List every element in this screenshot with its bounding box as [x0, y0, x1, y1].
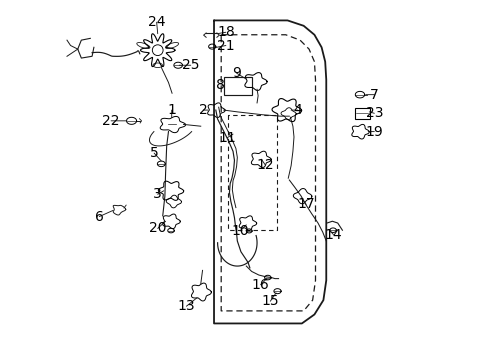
Text: 21: 21 [217, 39, 234, 53]
Text: 16: 16 [251, 278, 269, 292]
Text: 18: 18 [217, 25, 234, 39]
Text: 25: 25 [182, 58, 199, 72]
Text: 11: 11 [218, 131, 236, 145]
Text: 24: 24 [147, 15, 165, 29]
Text: 23: 23 [365, 106, 382, 120]
Text: 3: 3 [153, 187, 162, 201]
Text: 12: 12 [256, 158, 274, 172]
Bar [224, 77, 251, 95]
Text: 4: 4 [293, 103, 301, 117]
Text: 19: 19 [365, 125, 383, 139]
Text: 13: 13 [177, 299, 195, 313]
Text: 8: 8 [216, 78, 225, 92]
Text: 2: 2 [199, 103, 207, 117]
Text: 20: 20 [149, 221, 166, 235]
Text: 7: 7 [369, 87, 378, 102]
Text: 1: 1 [167, 103, 176, 117]
Text: 22: 22 [102, 114, 120, 128]
Text: 17: 17 [297, 197, 314, 211]
Text: 5: 5 [149, 146, 158, 160]
Text: 15: 15 [261, 294, 279, 308]
Text: 10: 10 [231, 224, 248, 238]
Bar [354, 108, 369, 119]
Text: 14: 14 [324, 228, 342, 242]
Text: 6: 6 [95, 210, 103, 224]
Text: 9: 9 [232, 66, 241, 80]
